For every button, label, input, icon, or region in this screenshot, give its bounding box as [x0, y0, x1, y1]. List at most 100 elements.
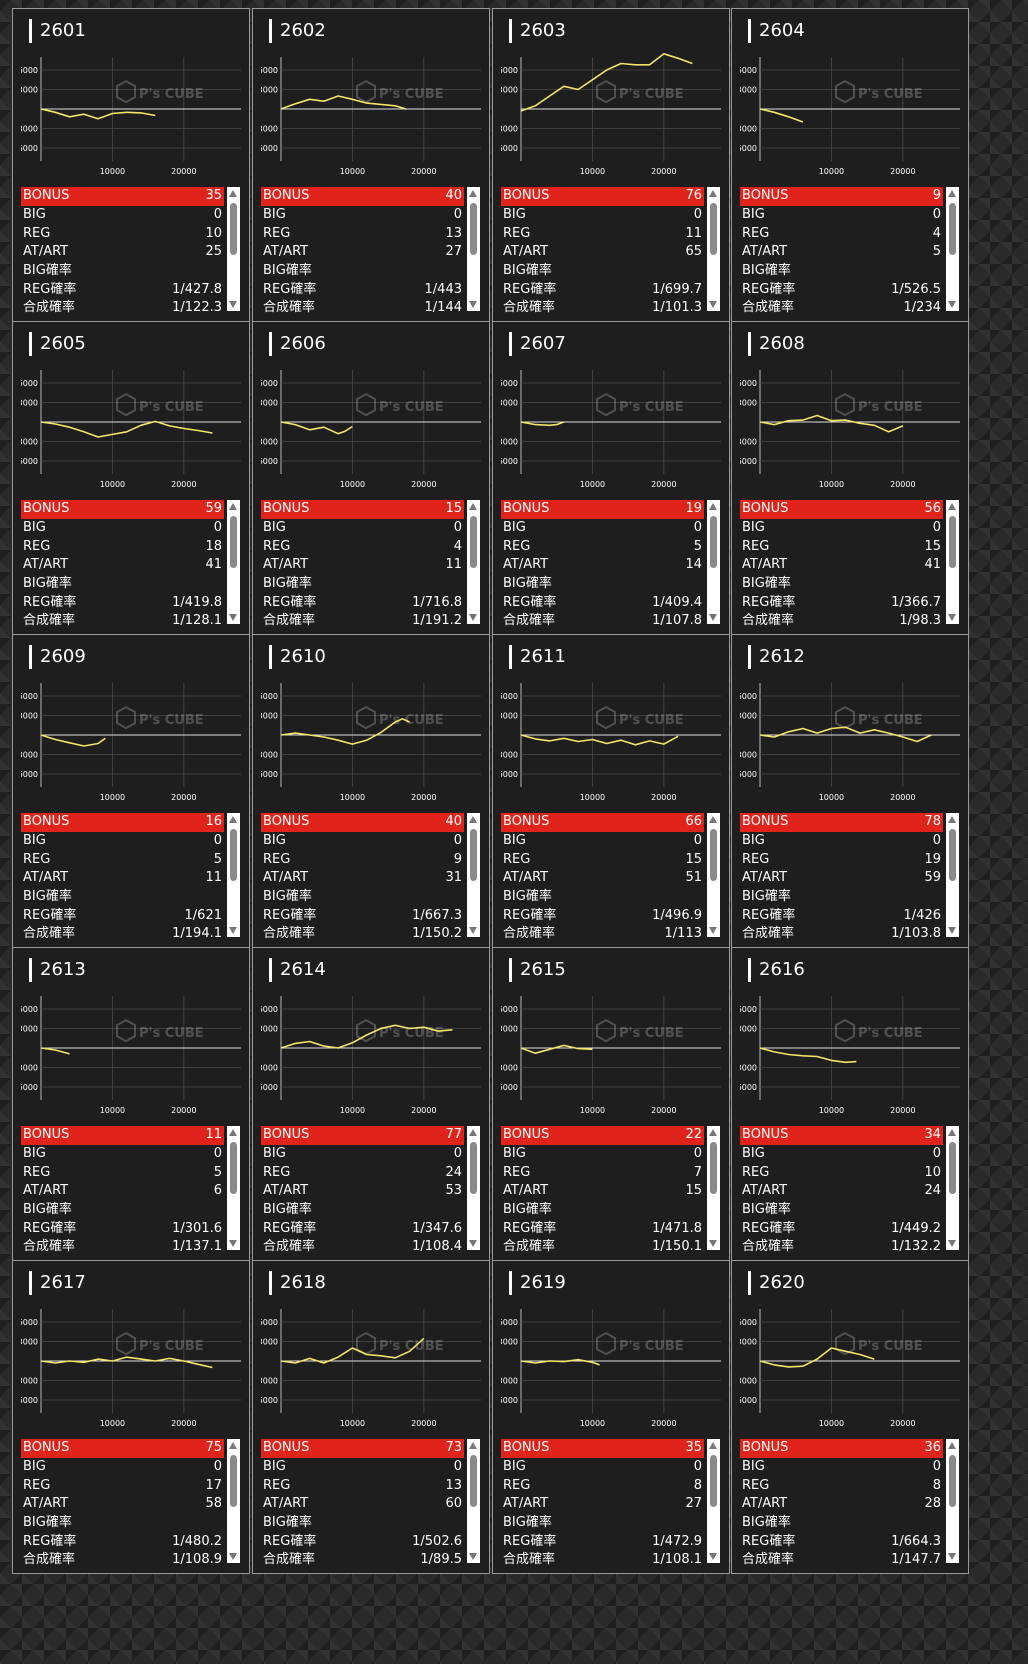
- scroll-up-arrow-icon[interactable]: [229, 1442, 237, 1449]
- scroll-down-arrow-icon[interactable]: [948, 1553, 956, 1560]
- scroll-thumb[interactable]: [710, 1455, 717, 1507]
- stats-scrollbar[interactable]: [227, 500, 240, 624]
- stats-scrollbar[interactable]: [946, 500, 959, 624]
- stats-scrollbar[interactable]: [467, 813, 480, 937]
- scroll-down-arrow-icon[interactable]: [229, 927, 237, 934]
- scroll-up-arrow-icon[interactable]: [229, 1129, 237, 1136]
- scroll-thumb[interactable]: [470, 1455, 477, 1507]
- scroll-thumb[interactable]: [470, 1142, 477, 1194]
- scroll-up-arrow-icon[interactable]: [709, 1129, 717, 1136]
- scroll-up-arrow-icon[interactable]: [948, 1129, 956, 1136]
- stats-scrollbar[interactable]: [467, 500, 480, 624]
- scroll-up-arrow-icon[interactable]: [709, 1442, 717, 1449]
- scroll-thumb[interactable]: [230, 1142, 237, 1194]
- stats-scrollbar[interactable]: [227, 1126, 240, 1250]
- scroll-up-arrow-icon[interactable]: [948, 503, 956, 510]
- scroll-down-arrow-icon[interactable]: [709, 614, 717, 621]
- scroll-thumb[interactable]: [949, 829, 956, 881]
- stats-scrollbar[interactable]: [227, 187, 240, 311]
- scroll-up-arrow-icon[interactable]: [709, 190, 717, 197]
- scroll-thumb[interactable]: [470, 829, 477, 881]
- stats-scrollbar[interactable]: [467, 1439, 480, 1563]
- scroll-thumb[interactable]: [230, 203, 237, 255]
- stats-scrollbar[interactable]: [227, 813, 240, 937]
- scroll-thumb[interactable]: [230, 516, 237, 568]
- stats-scrollbar[interactable]: [946, 813, 959, 937]
- scroll-thumb[interactable]: [230, 1455, 237, 1507]
- scroll-down-arrow-icon[interactable]: [709, 1240, 717, 1247]
- scroll-thumb[interactable]: [710, 1142, 717, 1194]
- stats-scrollbar[interactable]: [707, 813, 720, 937]
- stats-scrollbar[interactable]: [467, 1126, 480, 1250]
- stats-scrollbar[interactable]: [227, 1439, 240, 1563]
- stats-scrollbar[interactable]: [946, 1126, 959, 1250]
- scroll-down-arrow-icon[interactable]: [948, 614, 956, 621]
- scroll-up-arrow-icon[interactable]: [948, 816, 956, 823]
- scroll-up-arrow-icon[interactable]: [948, 1442, 956, 1449]
- scroll-down-arrow-icon[interactable]: [469, 1553, 477, 1560]
- scroll-up-arrow-icon[interactable]: [229, 190, 237, 197]
- stats-scrollbar[interactable]: [707, 1126, 720, 1250]
- scroll-up-arrow-icon[interactable]: [469, 816, 477, 823]
- stats-scrollbar[interactable]: [707, 187, 720, 311]
- scroll-thumb[interactable]: [949, 1455, 956, 1507]
- scroll-thumb[interactable]: [949, 516, 956, 568]
- scroll-down-arrow-icon[interactable]: [948, 1240, 956, 1247]
- scroll-thumb[interactable]: [230, 829, 237, 881]
- scroll-down-arrow-icon[interactable]: [709, 301, 717, 308]
- stats-scrollbar[interactable]: [946, 1439, 959, 1563]
- scroll-thumb[interactable]: [949, 203, 956, 255]
- stats-scrollbar[interactable]: [707, 1439, 720, 1563]
- scroll-down-arrow-icon[interactable]: [229, 614, 237, 621]
- scroll-thumb[interactable]: [949, 1142, 956, 1194]
- scroll-up-arrow-icon[interactable]: [948, 190, 956, 197]
- scroll-thumb[interactable]: [710, 516, 717, 568]
- scroll-down-arrow-icon[interactable]: [229, 1240, 237, 1247]
- scroll-down-arrow-icon[interactable]: [229, 301, 237, 308]
- scroll-up-arrow-icon[interactable]: [469, 1129, 477, 1136]
- scroll-up-arrow-icon[interactable]: [469, 190, 477, 197]
- scroll-down-arrow-icon[interactable]: [709, 927, 717, 934]
- scroll-thumb[interactable]: [470, 516, 477, 568]
- scroll-thumb[interactable]: [710, 829, 717, 881]
- scroll-up-arrow-icon[interactable]: [229, 503, 237, 510]
- scroll-up-arrow-icon[interactable]: [469, 503, 477, 510]
- scroll-thumb[interactable]: [470, 203, 477, 255]
- scroll-down-arrow-icon[interactable]: [469, 301, 477, 308]
- stats-scrollbar[interactable]: [946, 187, 959, 311]
- scroll-up-arrow-icon[interactable]: [709, 816, 717, 823]
- stats-scrollbar[interactable]: [707, 500, 720, 624]
- scroll-up-arrow-icon[interactable]: [709, 503, 717, 510]
- scroll-thumb[interactable]: [710, 203, 717, 255]
- stats-scrollbar[interactable]: [467, 187, 480, 311]
- scroll-up-arrow-icon[interactable]: [229, 816, 237, 823]
- scroll-down-arrow-icon[interactable]: [709, 1553, 717, 1560]
- scroll-down-arrow-icon[interactable]: [469, 927, 477, 934]
- scroll-down-arrow-icon[interactable]: [948, 301, 956, 308]
- scroll-up-arrow-icon[interactable]: [469, 1442, 477, 1449]
- scroll-down-arrow-icon[interactable]: [229, 1553, 237, 1560]
- scroll-down-arrow-icon[interactable]: [469, 1240, 477, 1247]
- scroll-down-arrow-icon[interactable]: [948, 927, 956, 934]
- scroll-down-arrow-icon[interactable]: [469, 614, 477, 621]
